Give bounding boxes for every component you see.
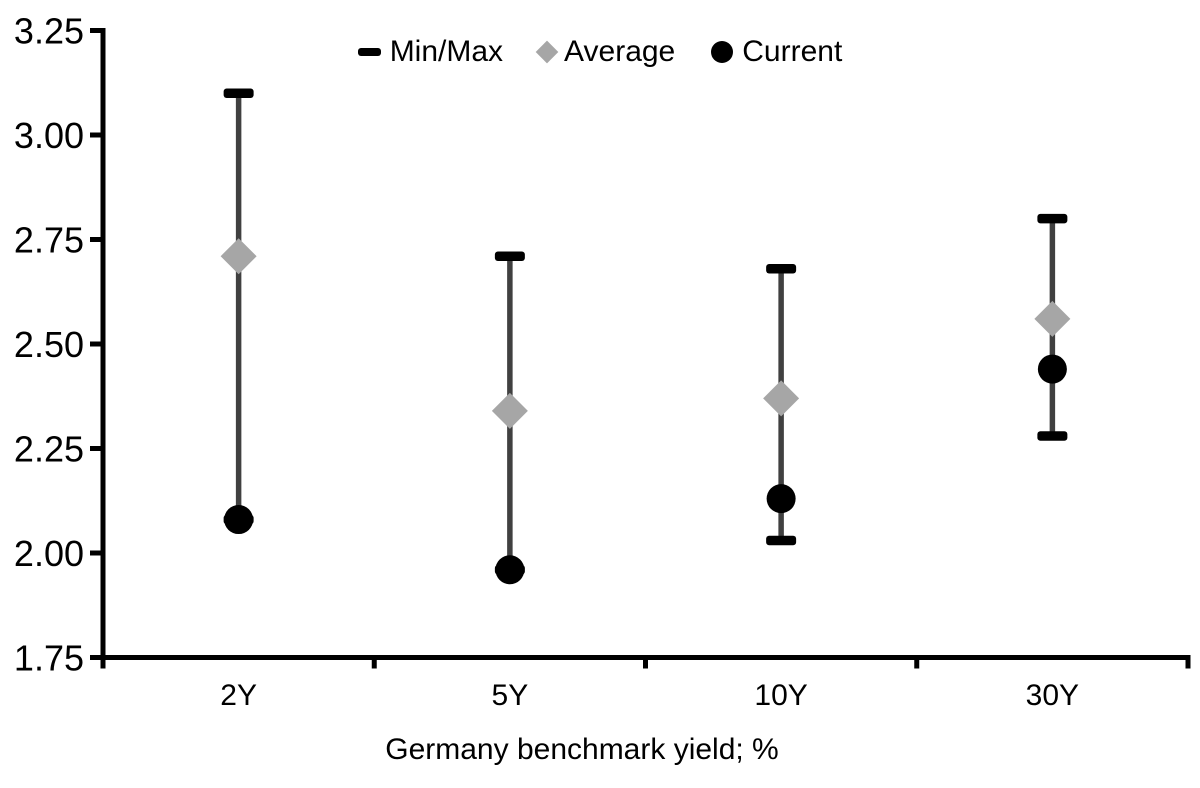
y-tick-label: 3.25 <box>14 11 84 52</box>
x-tick-label: 10Y <box>754 679 807 712</box>
max-cap-30Y <box>1037 213 1068 224</box>
average-marker-2Y <box>220 238 257 275</box>
current-marker-5Y <box>495 555 525 585</box>
legend-label-current: Current <box>742 35 843 68</box>
legend-item-current: Current <box>711 37 842 67</box>
x-tick-label: 30Y <box>1026 679 1079 712</box>
x-tick-label: 5Y <box>492 679 529 712</box>
current-marker-2Y <box>224 505 254 535</box>
minmax-dash-icon <box>357 48 381 56</box>
current-marker-30Y <box>1037 354 1067 384</box>
max-cap-5Y <box>494 251 525 261</box>
x-axis-title: Germany benchmark yield; % <box>385 733 779 766</box>
average-marker-30Y <box>1034 300 1071 337</box>
y-tick-label: 1.75 <box>14 638 84 679</box>
y-tick-label: 2.25 <box>14 429 84 470</box>
min-cap-10Y <box>766 535 797 546</box>
x-tick-label: 2Y <box>220 679 257 712</box>
legend-label-average: Average <box>564 35 676 68</box>
average-marker-5Y <box>491 392 528 429</box>
current-circle-icon <box>711 41 734 63</box>
y-tick-label: 2.50 <box>14 324 84 365</box>
current-marker-10Y <box>766 484 796 514</box>
average-diamond-icon <box>535 40 559 64</box>
y-tick-label: 2.75 <box>14 220 84 261</box>
y-tick-label: 2.00 <box>14 533 84 574</box>
average-marker-10Y <box>763 380 800 417</box>
y-tick-label: 3.00 <box>14 115 84 156</box>
legend-label-minmax: Min/Max <box>389 35 504 68</box>
legend-item-minmax: Min/Max <box>357 35 504 68</box>
legend: Min/Max Average Current <box>0 31 1200 73</box>
min-cap-30Y <box>1037 431 1068 441</box>
legend-item-average: Average <box>535 35 676 68</box>
max-cap-10Y <box>766 264 797 274</box>
max-cap-2Y <box>223 88 254 98</box>
